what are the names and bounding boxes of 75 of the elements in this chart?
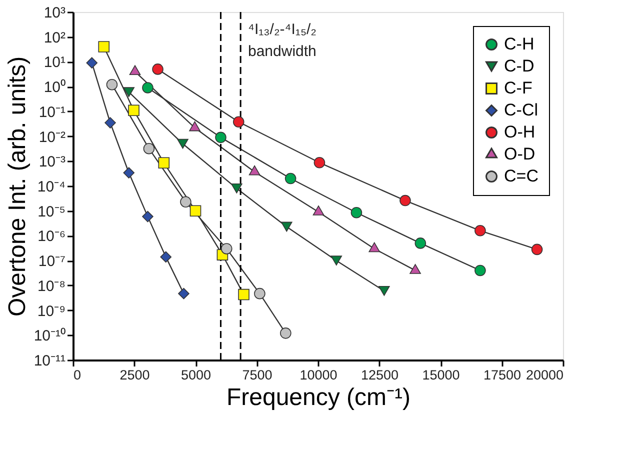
y-tick-label: 10⁻⁹ xyxy=(37,302,66,320)
point xyxy=(220,243,232,254)
point xyxy=(248,165,260,176)
point xyxy=(123,167,135,178)
point xyxy=(160,251,172,263)
point xyxy=(280,222,292,232)
point xyxy=(129,65,141,76)
point xyxy=(177,138,188,149)
y-tick-label: 10⁻¹ xyxy=(38,104,66,121)
y-tick-label: 10⁻¹¹ xyxy=(34,352,66,370)
point xyxy=(189,121,200,132)
y-tick-label: 10⁻⁴ xyxy=(37,178,66,196)
point xyxy=(86,57,98,68)
point xyxy=(474,225,486,236)
point xyxy=(231,183,242,194)
x-tick-label: 7500 xyxy=(242,368,272,382)
point xyxy=(180,196,192,208)
y-tick-label: 10⁻³ xyxy=(38,154,66,171)
point xyxy=(142,210,154,222)
point xyxy=(280,328,292,339)
point xyxy=(178,288,190,300)
y-tick-label: 10⁻⁷ xyxy=(38,253,66,270)
point xyxy=(400,194,411,206)
x-tick-label: 12500 xyxy=(360,368,399,382)
legend-label: C-D xyxy=(504,56,534,76)
point xyxy=(378,286,390,296)
annotation: ⁴I₁₃/₂-⁴I₁₅/₂ bandwidth xyxy=(248,21,317,60)
point xyxy=(254,288,266,300)
y-tick-label: 10⁻⁶ xyxy=(38,228,66,246)
point xyxy=(215,132,226,144)
point xyxy=(474,264,486,276)
point xyxy=(98,41,110,52)
point xyxy=(104,117,116,128)
point xyxy=(312,206,324,216)
x-tick-label: 17500 xyxy=(483,368,522,382)
x-tick-label: 10000 xyxy=(300,368,338,382)
point xyxy=(142,82,154,94)
point xyxy=(123,87,135,98)
legend-label: O-H xyxy=(504,122,536,142)
legend-label: C-Cl xyxy=(504,100,538,120)
point xyxy=(190,205,202,216)
legend-label: C-H xyxy=(504,34,534,54)
point xyxy=(106,78,118,90)
y-tick-label: 10⁻² xyxy=(38,128,66,146)
point xyxy=(232,116,244,128)
x-tick-label: 2500 xyxy=(120,368,150,382)
y-tick-label: 10⁻⁸ xyxy=(37,278,66,295)
y-tick-label: 10⁻¹⁰ xyxy=(34,328,66,345)
point xyxy=(368,242,380,252)
x-tick-label: 0 xyxy=(74,368,82,382)
x-axis-title: Frequency (cm⁻¹) xyxy=(226,384,411,411)
y-tick-label: 10² xyxy=(44,29,66,46)
legend-label: C-F xyxy=(504,78,532,98)
point xyxy=(350,206,362,218)
point xyxy=(143,142,155,154)
point xyxy=(414,238,426,249)
y-axis-title: Overtone Int. (arb. units) xyxy=(4,56,31,317)
y-tick-label: 10¹ xyxy=(44,54,66,72)
y-tick-label: 10³ xyxy=(44,4,66,22)
point xyxy=(314,157,326,168)
point xyxy=(128,104,140,116)
y-tick-label: 10⁰ xyxy=(44,79,66,96)
y-tick-label: 10⁻⁵ xyxy=(38,203,66,220)
x-tick-label: 15000 xyxy=(422,368,460,382)
point xyxy=(531,244,543,256)
point xyxy=(284,172,296,184)
x-tick-label: 5000 xyxy=(180,368,212,382)
legend-label: O-D xyxy=(504,144,536,164)
point xyxy=(238,288,250,300)
point xyxy=(330,256,342,266)
legend-label: C=C xyxy=(504,166,538,186)
point xyxy=(410,264,421,274)
x-tick-label: 20000 xyxy=(526,368,564,382)
point xyxy=(152,64,164,75)
point xyxy=(158,157,170,169)
